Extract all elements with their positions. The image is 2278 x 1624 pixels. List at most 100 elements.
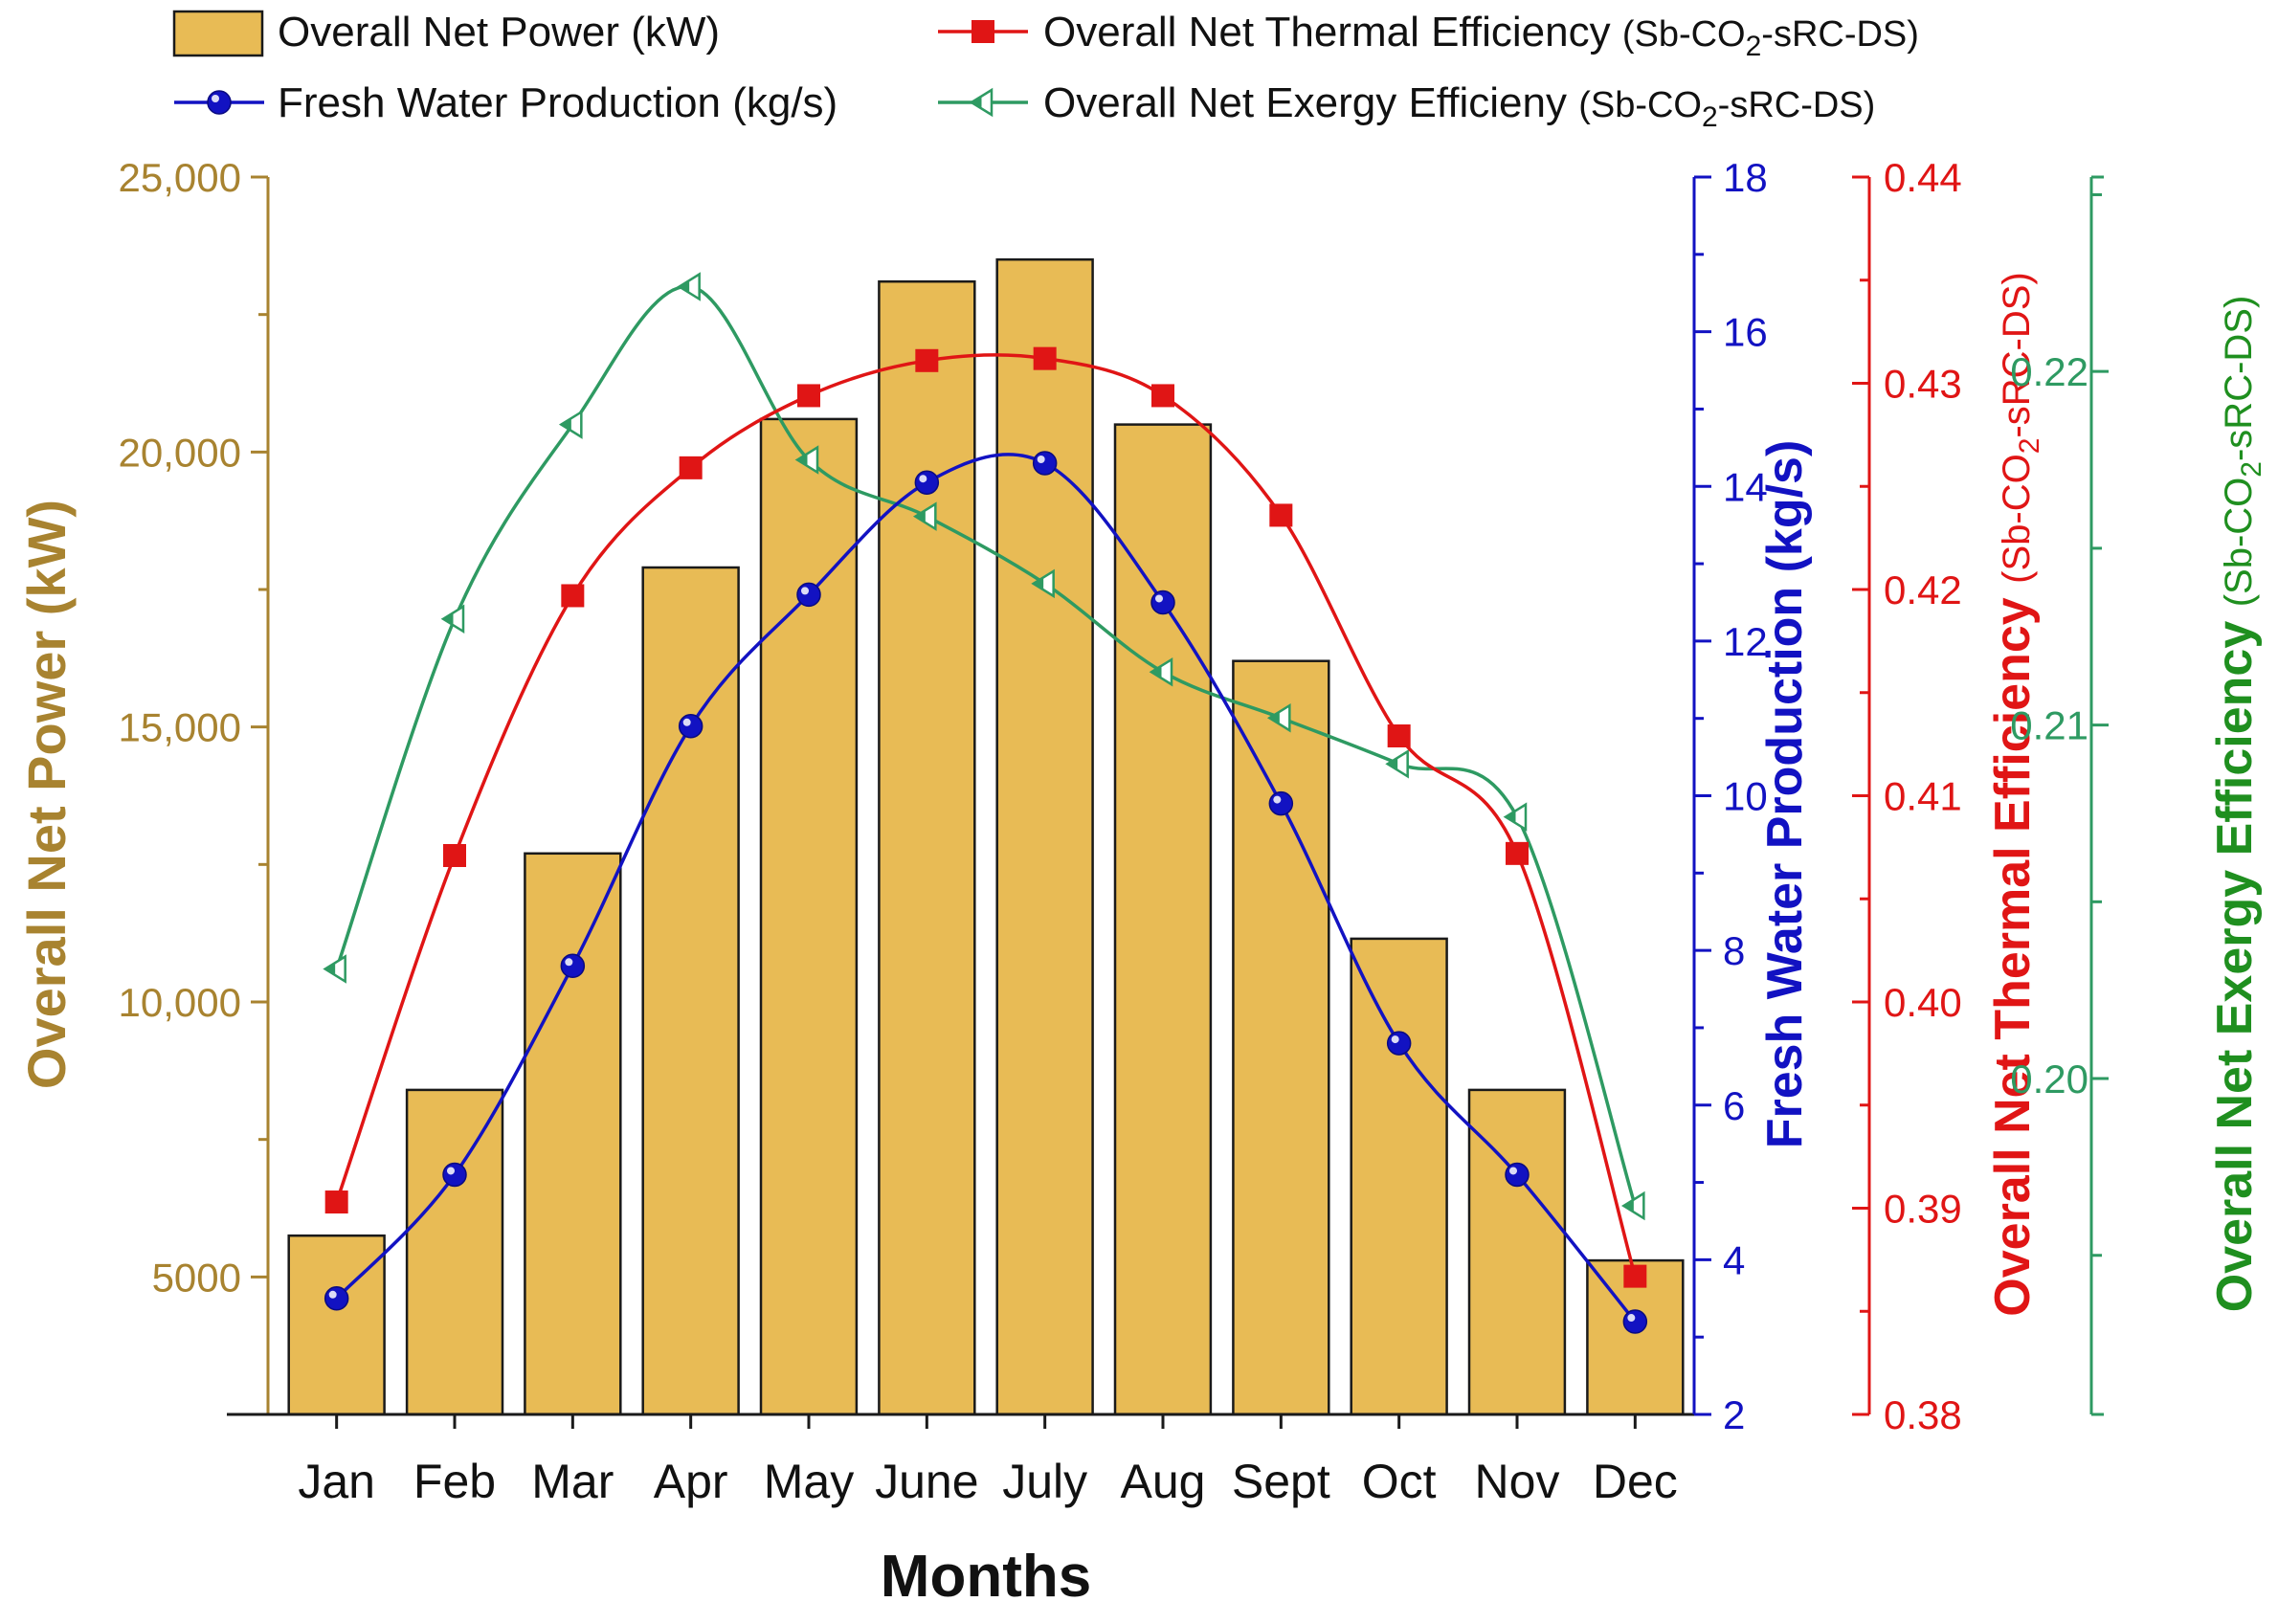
thermal-tick-label: 0.44: [1884, 155, 1962, 200]
x-tick-label-jan: Jan: [298, 1455, 375, 1508]
legend-label-net-power: Overall Net Power (kW): [278, 9, 720, 56]
x-tick-label-apr: Apr: [654, 1455, 728, 1508]
thermal-axis-label: Overall Net Thermal Efficiency (Sb-CO2-s…: [1985, 272, 2045, 1316]
thermal-efficiency-point-apr: [679, 456, 703, 479]
fresh-water-point-oct: [1386, 1031, 1412, 1056]
x-tick-label-aug: Aug: [1121, 1455, 1206, 1508]
thermal-efficiency-point-may: [797, 384, 820, 408]
x-tick-label-july: July: [1002, 1455, 1087, 1508]
bar-series-net-power: [287, 257, 1685, 1416]
thermal-efficiency-point-june: [915, 348, 939, 372]
x-tick-label-dec: Dec: [1593, 1455, 1678, 1508]
bar-may: [759, 417, 859, 1416]
fresh-water-point-mar: [560, 953, 586, 979]
exergy-efficiency-point-mar: [558, 410, 583, 439]
thermal-efficiency-point-sept: [1269, 503, 1293, 527]
exergy-efficiency-line: [335, 284, 1637, 1207]
fresh-water-tick-label: 16: [1723, 310, 1768, 355]
fresh-water-axis-label: Fresh Water Production (kg/s): [1757, 440, 1813, 1149]
thermal-efficiency-point-july: [1033, 346, 1057, 370]
thermal-tick-label: 0.39: [1884, 1187, 1962, 1232]
bar-mar: [524, 852, 622, 1416]
thermal-tick-label: 0.42: [1884, 567, 1962, 612]
fresh-water-tick-label: 14: [1723, 464, 1768, 509]
exergy-efficiency-point-july: [1031, 568, 1055, 599]
x-tick-label-oct: Oct: [1362, 1455, 1437, 1508]
x-tick-label-nov: Nov: [1475, 1455, 1560, 1508]
fresh-water-tick-label: 8: [1723, 928, 1745, 973]
fresh-water-point-july: [1032, 451, 1058, 476]
bar-jan: [287, 1234, 386, 1416]
fresh-water-tick-label: 12: [1723, 619, 1768, 664]
thermal-efficiency-point-oct: [1387, 724, 1411, 748]
legend-marker-thermal: [972, 20, 994, 43]
fresh-water-point-aug: [1150, 590, 1175, 615]
bar-july: [995, 257, 1094, 1416]
fresh-water-point-dec: [1622, 1309, 1648, 1334]
bar-aug: [1113, 423, 1213, 1416]
fresh-water-tick-label: 6: [1723, 1083, 1745, 1128]
bar-june: [878, 279, 976, 1416]
thermal-efficiency-point-dec: [1623, 1264, 1647, 1288]
left-tick-label: 25,000: [119, 155, 241, 200]
right-axis-thermal-efficiency: Overall Net Thermal Efficiency (Sb-CO2-s…: [1852, 175, 2045, 1416]
legend-marker-exergy: [969, 87, 994, 118]
legend-marker-fresh-water: [207, 90, 232, 115]
x-tick-label-mar: Mar: [531, 1455, 614, 1508]
thermal-tick-label: 0.38: [1884, 1392, 1962, 1437]
fresh-water-point-feb: [442, 1162, 467, 1188]
legend-label-fresh-water: Fresh Water Production (kg/s): [278, 79, 838, 126]
exergy-efficiency-point-jan: [323, 954, 346, 984]
thermal-efficiency-line: [335, 353, 1637, 1278]
left-axis: [227, 175, 1694, 1416]
exergy-tick-label: 0.21: [2010, 703, 2088, 748]
exergy-efficiency-point-apr: [677, 272, 701, 301]
x-tick-label-may: May: [764, 1455, 854, 1508]
fresh-water-point-june: [914, 470, 940, 495]
x-tick-label-sept: Sept: [1232, 1455, 1330, 1508]
bar-sept: [1232, 659, 1330, 1416]
fresh-water-point-jan: [324, 1286, 349, 1311]
x-axis: [335, 1414, 1637, 1429]
thermal-tick-label: 0.43: [1884, 362, 1962, 407]
thermal-efficiency-point-mar: [561, 584, 585, 608]
bar-apr: [641, 566, 740, 1416]
exergy-tick-label: 0.22: [2010, 349, 2088, 394]
thermal-efficiency-point-feb: [443, 843, 466, 867]
left-axis-label: Overall Net Power (kW): [16, 500, 77, 1089]
fresh-water-point-apr: [678, 714, 704, 739]
fresh-water-point-nov: [1505, 1162, 1530, 1188]
fresh-water-tick-label: 18: [1723, 155, 1768, 200]
exergy-efficiency-point-nov: [1503, 802, 1528, 832]
fresh-water-line: [335, 453, 1637, 1324]
thermal-efficiency-point-aug: [1151, 384, 1174, 408]
right-axis-exergy-efficiency: Overall Net Exergy Efficiency (Sb-CO2-sR…: [2089, 175, 2267, 1416]
fresh-water-tick-label: 2: [1723, 1392, 1745, 1437]
exergy-efficiency-point-may: [794, 445, 819, 475]
fresh-water-tick-label: 4: [1723, 1237, 1745, 1282]
exergy-efficiency-point-aug: [1149, 656, 1173, 687]
bar-nov: [1467, 1088, 1567, 1416]
thermal-tick-label: 0.41: [1884, 774, 1962, 819]
line-series-thermal-efficiency: [324, 346, 1647, 1288]
thermal-efficiency-point-nov: [1506, 841, 1529, 865]
legend-label-exergy: Overall Net Exergy Efficieny (Sb-CO2-sRC…: [1043, 79, 1875, 133]
exergy-efficiency-point-dec: [1620, 1190, 1645, 1221]
fresh-water-point-sept: [1268, 790, 1294, 816]
fresh-water-point-may: [796, 582, 821, 608]
legend-label-thermal: Overall Net Thermal Efficiency (Sb-CO2-s…: [1043, 9, 1919, 62]
thermal-efficiency-point-jan: [324, 1190, 348, 1214]
exergy-efficiency-point-june: [912, 501, 937, 531]
left-tick-label: 20,000: [119, 430, 241, 475]
x-tick-label-june: June: [875, 1455, 978, 1508]
exergy-efficiency-point-feb: [440, 604, 465, 634]
left-tick-label: 10,000: [119, 980, 241, 1025]
x-axis-label: Months: [881, 1544, 1091, 1610]
left-tick-label: 15,000: [119, 705, 241, 750]
exergy-tick-label: 0.20: [2010, 1057, 2088, 1101]
exergy-efficiency-point-sept: [1266, 702, 1291, 733]
line-series-fresh-water: [324, 451, 1648, 1334]
legend: Overall Net Thermal Efficiency (Sb-CO2-s…: [172, 9, 1919, 133]
